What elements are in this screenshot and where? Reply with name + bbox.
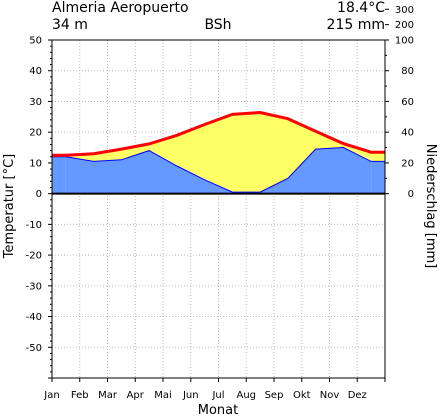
x-tick-label: Mai (154, 390, 172, 401)
precip-area (65, 147, 372, 194)
x-tick-label: Mar (98, 390, 118, 401)
y-tick-label-right: 40 (401, 128, 414, 139)
edge-left-base (52, 156, 66, 194)
x-tick-label: Apr (127, 390, 145, 401)
y-tick-label-right: 60 (401, 97, 414, 108)
y-tick-label-right: 0 (408, 189, 414, 200)
climate-classification: BSh (204, 17, 231, 33)
x-tick-label: Aug (236, 390, 256, 401)
arid-area (65, 112, 372, 193)
x-tick-label: Sep (265, 390, 284, 401)
y-tick-label-left: 40 (29, 66, 42, 77)
y-tick-label-left: 30 (29, 97, 42, 108)
y-tick-label-left: 0 (36, 189, 42, 200)
y-tick-label-left: -50 (26, 343, 42, 354)
grid (52, 39, 385, 378)
y-tick-label-right: 100 (395, 36, 414, 47)
y-tick-label-right: 20 (401, 158, 414, 169)
edge-right (371, 152, 385, 162)
y-tick-label-left: -30 (26, 281, 42, 292)
y-tick-label-right: 300 (395, 5, 414, 16)
edge-right-base (371, 161, 385, 194)
x-tick-label: Okt (293, 390, 311, 401)
station-name: Almeria Aeropuerto (52, 0, 189, 16)
y-tick-label-right: 80 (401, 66, 414, 77)
x-axis-label: Monat (198, 403, 238, 418)
station-elevation: 34 m (52, 17, 88, 33)
y-axis-label-left: Temperatur [°C] (2, 154, 17, 260)
x-tick-label: Jul (211, 390, 224, 401)
precipitation-line (52, 146, 385, 193)
y-axis-label-right: Niederschlag [mm] (423, 144, 438, 269)
y-tick-label-right: 200 (395, 20, 414, 31)
y-tick-label-left: 10 (29, 158, 42, 169)
annual-mean-temperature: 18.4°C (337, 0, 385, 16)
y-tick-label-left: -20 (26, 251, 42, 262)
x-tick-label: Feb (71, 390, 89, 401)
y-tick-label-left: 20 (29, 128, 42, 139)
axes (48, 8, 389, 382)
annual-precipitation: 215 mm (327, 17, 385, 33)
y-tick-label-left: -40 (26, 312, 42, 323)
tick-labels: 50403020100-10-20-30-40-5090080070060050… (26, 0, 414, 401)
x-tick-label: Dez (348, 390, 367, 401)
series-lines (52, 110, 385, 195)
x-tick-label: Nov (320, 390, 340, 401)
x-tick-label: Jan (43, 390, 59, 401)
temperature-line (52, 110, 385, 157)
x-tick-label: Jun (182, 390, 199, 401)
y-tick-label-left: 50 (29, 36, 42, 47)
y-tick-label-left: -10 (26, 220, 42, 231)
climate-areas (52, 112, 385, 194)
